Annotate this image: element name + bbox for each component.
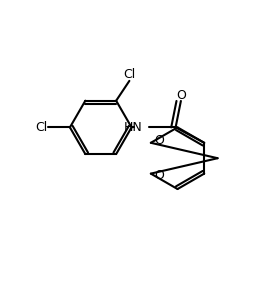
Text: Cl: Cl	[123, 68, 135, 81]
Text: HN: HN	[124, 121, 143, 134]
Text: O: O	[176, 89, 186, 102]
Text: Cl: Cl	[35, 121, 48, 134]
Text: O: O	[154, 134, 164, 147]
Text: O: O	[154, 169, 164, 182]
